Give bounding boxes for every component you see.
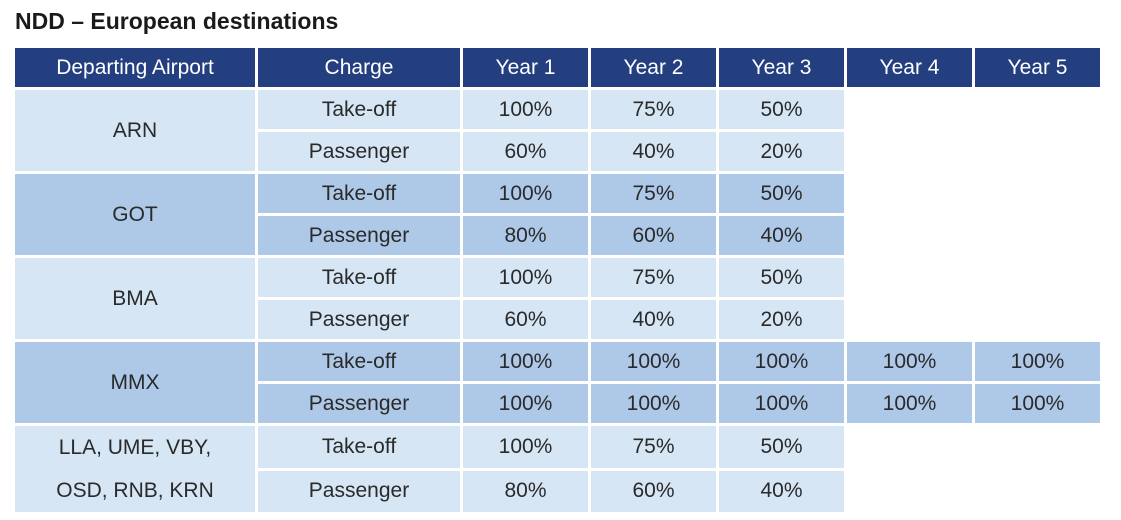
value-cell-year-5: 100%	[975, 342, 1100, 381]
empty-cell-year-5	[975, 90, 1100, 129]
empty-cell-year-5	[975, 258, 1100, 297]
page-title: NDD – European destinations	[15, 8, 339, 34]
airport-cell: MMX	[15, 342, 255, 423]
value-cell-year-4: 100%	[847, 342, 972, 381]
charge-cell: Passenger	[258, 300, 460, 339]
empty-cell-year-4	[847, 174, 972, 213]
table-row: MMX Take-off 100% 100% 100% 100% 100%	[15, 342, 1100, 423]
table-row: LLA, UME, VBY, OSD, RNB, KRN Take-off 100% 7…	[15, 426, 1100, 512]
value-cell-year-1: 100%	[463, 258, 588, 297]
value-cell-year-3: 40%	[719, 470, 844, 512]
value-cell-year-2: 40%	[591, 132, 716, 171]
empty-cell-year-5	[975, 426, 1100, 468]
value-cell-year-1: 100%	[463, 174, 588, 213]
empty-cell-year-4	[847, 426, 972, 468]
airport-name: BMA	[112, 287, 158, 310]
airport-cell: BMA	[15, 258, 255, 339]
header-year-5: Year 5	[975, 48, 1100, 87]
value-cell-year-3: 50%	[719, 174, 844, 213]
charge-cell: Passenger	[258, 470, 460, 512]
airport-name: ARN	[112, 119, 158, 142]
value-cell-year-2: 100%	[591, 342, 716, 381]
value-cell-year-1: 100%	[463, 342, 588, 381]
value-cell-year-3: 20%	[719, 132, 844, 171]
table-row: Passenger 80% 60% 40%	[15, 470, 1100, 513]
charge-cell: Passenger	[258, 216, 460, 255]
empty-cell-year-4	[847, 300, 972, 339]
value-cell-year-1: 100%	[463, 90, 588, 129]
value-cell-year-2: 75%	[591, 90, 716, 129]
header-departing-airport: Departing Airport	[15, 48, 255, 87]
value-cell-year-3: 20%	[719, 300, 844, 339]
value-cell-year-1: 60%	[463, 132, 588, 171]
value-cell-year-5: 100%	[975, 384, 1100, 423]
airport-cell: ARN	[15, 90, 255, 171]
header-year-2: Year 2	[591, 48, 716, 87]
value-cell-year-2: 75%	[591, 174, 716, 213]
table-row: Passenger 60% 40% 20%	[15, 300, 1100, 339]
table-row: Passenger 80% 60% 40%	[15, 216, 1100, 255]
empty-cell-year-5	[975, 216, 1100, 255]
charge-cell: Take-off	[258, 426, 460, 468]
value-cell-year-3: 100%	[719, 342, 844, 381]
header-year-4: Year 4	[847, 48, 972, 87]
value-cell-year-1: 60%	[463, 300, 588, 339]
value-cell-year-3: 100%	[719, 384, 844, 423]
airport-name: LLA, UME, VBY,	[58, 436, 212, 459]
value-cell-year-3: 40%	[719, 216, 844, 255]
charge-cell: Passenger	[258, 132, 460, 171]
value-cell-year-2: 75%	[591, 426, 716, 468]
value-cell-year-4: 100%	[847, 384, 972, 423]
value-cell-year-2: 60%	[591, 470, 716, 512]
value-cell-year-3: 50%	[719, 426, 844, 468]
charges-table: Departing Airport Charge Year 1 Year 2 Y…	[12, 45, 1103, 515]
empty-cell-year-5	[975, 174, 1100, 213]
charge-cell: Take-off	[258, 342, 460, 381]
airport-cell: GOT	[15, 174, 255, 255]
empty-cell-year-4	[847, 90, 972, 129]
value-cell-year-3: 50%	[719, 258, 844, 297]
value-cell-year-2: 100%	[591, 384, 716, 423]
header-year-3: Year 3	[719, 48, 844, 87]
value-cell-year-2: 60%	[591, 216, 716, 255]
value-cell-year-1: 80%	[463, 216, 588, 255]
value-cell-year-1: 100%	[463, 426, 588, 468]
table-row: GOT Take-off 100% 75% 50%	[15, 174, 1100, 255]
charge-cell: Take-off	[258, 90, 460, 129]
value-cell-year-1: 100%	[463, 384, 588, 423]
table-row: BMA Take-off 100% 75% 50%	[15, 258, 1100, 339]
value-cell-year-2: 75%	[591, 258, 716, 297]
charge-cell: Take-off	[258, 174, 460, 213]
airport-name: OSD, RNB, KRN	[56, 479, 214, 502]
charge-cell: Take-off	[258, 258, 460, 297]
table-row: Passenger 60% 40% 20%	[15, 132, 1100, 171]
empty-cell-year-4	[847, 471, 972, 513]
empty-cell-year-5	[975, 132, 1100, 171]
value-cell-year-3: 50%	[719, 90, 844, 129]
airport-name: GOT	[112, 203, 158, 226]
header-charge: Charge	[258, 48, 460, 87]
table-row: ARN Take-off 100% 75% 50%	[15, 90, 1100, 171]
airport-name: MMX	[110, 371, 160, 394]
header-year-1: Year 1	[463, 48, 588, 87]
empty-cell-year-4	[847, 132, 972, 171]
value-cell-year-1: 80%	[463, 470, 588, 512]
value-cell-year-2: 40%	[591, 300, 716, 339]
empty-cell-year-4	[847, 258, 972, 297]
table-row: Passenger 100% 100% 100% 100% 100%	[15, 384, 1100, 423]
table-body: ARN Take-off 100% 75% 50% Passenger 60% 40% 20% G…	[15, 90, 1100, 512]
empty-cell-year-4	[847, 216, 972, 255]
empty-cell-year-5	[975, 300, 1100, 339]
airport-cell: LLA, UME, VBY, OSD, RNB, KRN	[15, 426, 255, 512]
charge-cell: Passenger	[258, 384, 460, 423]
header-row: Departing Airport Charge Year 1 Year 2 Y…	[15, 48, 1100, 87]
empty-cell-year-5	[975, 471, 1100, 513]
